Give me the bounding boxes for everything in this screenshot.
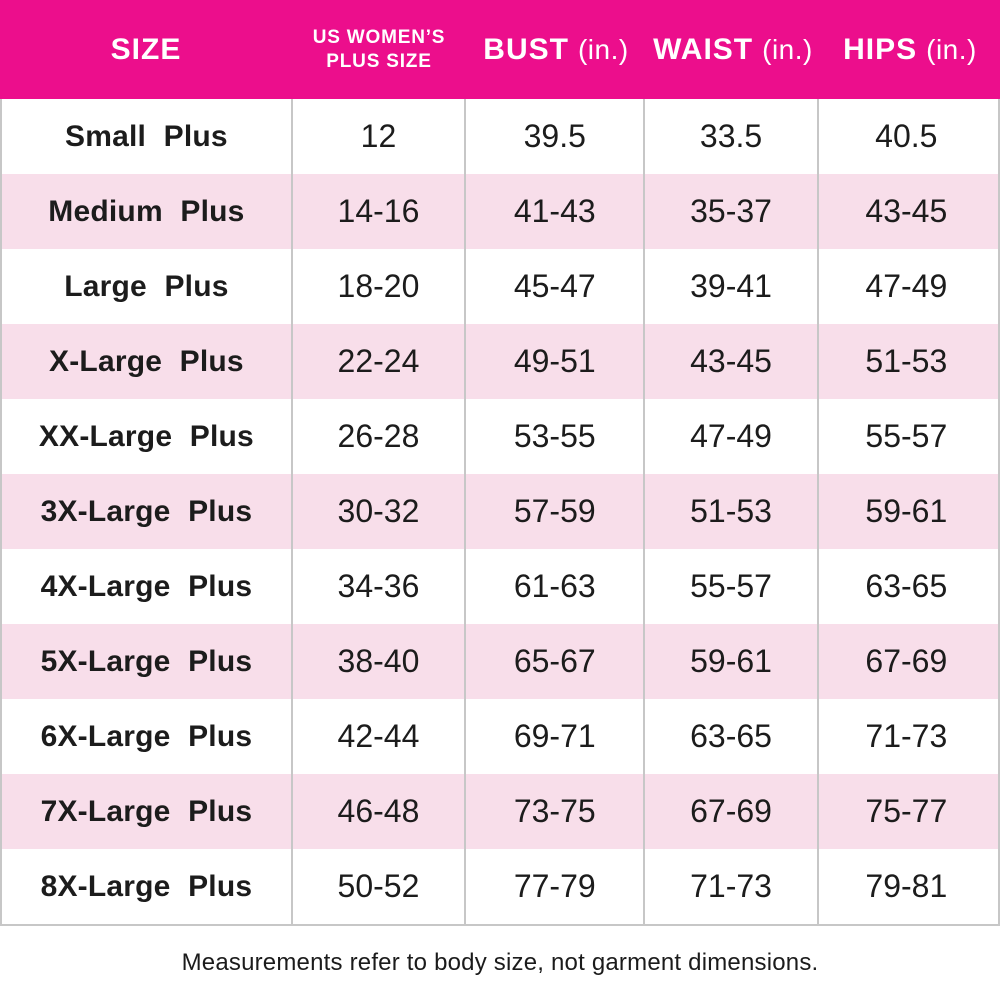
- bust-value: 61-63: [464, 549, 643, 624]
- header-hips-unit: (in.): [926, 33, 977, 65]
- waist-value: 39-41: [643, 249, 816, 324]
- waist-value: 71-73: [643, 849, 816, 924]
- hips-value: 51-53: [816, 324, 994, 399]
- hips-value: 63-65: [816, 549, 994, 624]
- header-bust-label: BUST: [483, 32, 569, 66]
- header-hips-label: HIPS: [843, 32, 918, 66]
- footnote-area: Measurements refer to body size, not gar…: [0, 926, 1000, 1000]
- table-header-row: SIZE US WOMEN’S PLUS SIZE BUST (in.) WAI…: [0, 0, 1000, 99]
- hips-value: 67-69: [816, 624, 994, 699]
- bust-value: 53-55: [464, 399, 643, 474]
- us-plus-size-value: 38-40: [290, 624, 464, 699]
- size-label: 7X-Large Plus: [40, 794, 253, 828]
- table-row: Medium Plus 14-16 41-43 35-37 43-45: [2, 174, 998, 249]
- bust-value: 49-51: [464, 324, 643, 399]
- table-body: Small Plus 12 39.5 33.5 40.5 Medium Plus…: [0, 99, 1000, 926]
- hips-value: 47-49: [816, 249, 994, 324]
- hips-value: 40.5: [816, 99, 994, 174]
- table-row: 4X-Large Plus 34-36 61-63 55-57 63-65: [2, 549, 998, 624]
- bust-value: 69-71: [464, 699, 643, 774]
- us-plus-size-value: 30-32: [290, 474, 464, 549]
- bust-value: 65-67: [464, 624, 643, 699]
- waist-value: 35-37: [643, 174, 816, 249]
- us-plus-size-value: 50-52: [290, 849, 464, 924]
- table-row: XX-Large Plus 26-28 53-55 47-49 55-57: [2, 399, 998, 474]
- table-row: Large Plus 18-20 45-47 39-41 47-49: [2, 249, 998, 324]
- header-us-plus-size: US WOMEN’S PLUS SIZE: [292, 26, 466, 74]
- header-bust: BUST (in.): [466, 34, 646, 66]
- header-size: SIZE: [0, 34, 292, 66]
- size-label: 8X-Large Plus: [40, 869, 253, 903]
- table-row: X-Large Plus 22-24 49-51 43-45 51-53: [2, 324, 998, 399]
- header-size-label: SIZE: [110, 32, 182, 66]
- hips-value: 59-61: [816, 474, 994, 549]
- table-row: 6X-Large Plus 42-44 69-71 63-65 71-73: [2, 699, 998, 774]
- table-row: 5X-Large Plus 38-40 65-67 59-61 67-69: [2, 624, 998, 699]
- table-row: 8X-Large Plus 50-52 77-79 71-73 79-81: [2, 849, 998, 924]
- waist-value: 51-53: [643, 474, 816, 549]
- table-row: 3X-Large Plus 30-32 57-59 51-53 59-61: [2, 474, 998, 549]
- hips-value: 71-73: [816, 699, 994, 774]
- waist-value: 33.5: [643, 99, 816, 174]
- bust-value: 73-75: [464, 774, 643, 849]
- hips-value: 75-77: [816, 774, 994, 849]
- waist-value: 43-45: [643, 324, 816, 399]
- bust-value: 39.5: [464, 99, 643, 174]
- hips-value: 55-57: [816, 399, 994, 474]
- size-label: XX-Large Plus: [38, 419, 254, 453]
- hips-value: 43-45: [816, 174, 994, 249]
- table-row: Small Plus 12 39.5 33.5 40.5: [2, 99, 998, 174]
- header-waist-unit: (in.): [762, 33, 813, 65]
- footnote-text: Measurements refer to body size, not gar…: [181, 949, 819, 976]
- size-label: 4X-Large Plus: [40, 569, 253, 603]
- size-label: Large Plus: [64, 269, 229, 303]
- us-plus-size-value: 34-36: [290, 549, 464, 624]
- size-label: 6X-Large Plus: [40, 719, 253, 753]
- us-plus-size-value: 26-28: [290, 399, 464, 474]
- waist-value: 47-49: [643, 399, 816, 474]
- size-label: 5X-Large Plus: [40, 644, 253, 678]
- us-plus-size-value: 42-44: [290, 699, 464, 774]
- waist-value: 59-61: [643, 624, 816, 699]
- header-us-plus-line2: PLUS SIZE: [326, 50, 432, 72]
- header-us-plus-line1: US WOMEN’S: [312, 26, 446, 48]
- table-row: 7X-Large Plus 46-48 73-75 67-69 75-77: [2, 774, 998, 849]
- us-plus-size-value: 18-20: [290, 249, 464, 324]
- bust-value: 57-59: [464, 474, 643, 549]
- bust-value: 77-79: [464, 849, 643, 924]
- hips-value: 79-81: [816, 849, 994, 924]
- size-label: X-Large Plus: [49, 344, 244, 378]
- us-plus-size-value: 22-24: [290, 324, 464, 399]
- waist-value: 63-65: [643, 699, 816, 774]
- waist-value: 67-69: [643, 774, 816, 849]
- waist-value: 55-57: [643, 549, 816, 624]
- size-label: Small Plus: [65, 119, 228, 153]
- header-waist: WAIST (in.): [646, 34, 820, 66]
- us-plus-size-value: 46-48: [290, 774, 464, 849]
- header-waist-label: WAIST: [653, 32, 754, 66]
- bust-value: 45-47: [464, 249, 643, 324]
- us-plus-size-value: 14-16: [290, 174, 464, 249]
- size-label: 3X-Large Plus: [40, 494, 253, 528]
- us-plus-size-value: 12: [290, 99, 464, 174]
- header-hips: HIPS (in.): [820, 34, 1000, 66]
- bust-value: 41-43: [464, 174, 643, 249]
- header-bust-unit: (in.): [577, 33, 629, 65]
- size-label: Medium Plus: [48, 194, 245, 228]
